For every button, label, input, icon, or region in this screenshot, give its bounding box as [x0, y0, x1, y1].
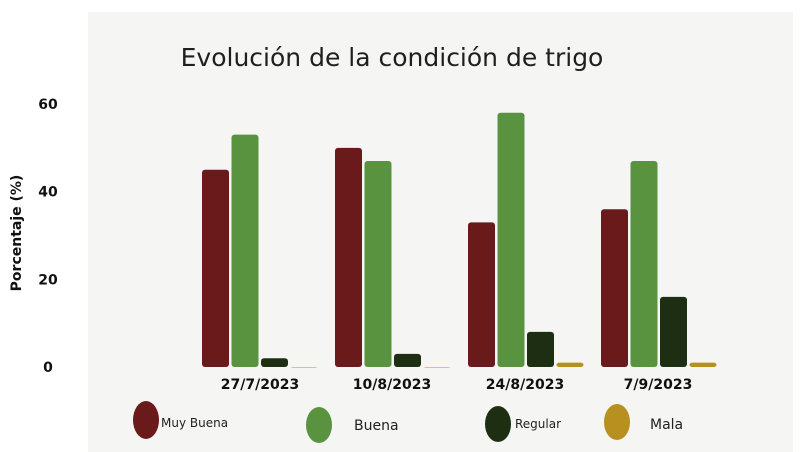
bar [527, 331, 554, 367]
bar [231, 134, 259, 367]
legend-label: Mala [650, 417, 683, 433]
bar [202, 169, 229, 367]
bar [290, 367, 318, 368]
x-category-label: 10/8/2023 [353, 377, 431, 393]
legend-swatch [485, 406, 511, 442]
bar-group [202, 112, 717, 368]
legend-label: Muy Buena [161, 416, 228, 430]
bar [394, 353, 421, 367]
x-category-label: 27/7/2023 [221, 377, 299, 393]
y-tick-label: 60 [38, 97, 58, 113]
bar [689, 362, 717, 367]
bar [630, 160, 658, 367]
legend-swatch [604, 404, 630, 440]
bar [660, 296, 687, 367]
y-tick-label: 40 [38, 185, 58, 201]
bar [335, 147, 362, 367]
x-axis-categories: 27/7/2023 10/8/2023 24/8/2023 7/9/2023 [221, 377, 693, 393]
y-axis-label: Porcentaje (%) [9, 175, 25, 292]
x-category-label: 24/8/2023 [486, 377, 564, 393]
bar [468, 222, 495, 367]
chart-title: Evolución de la condición de trigo [181, 43, 604, 72]
x-category-label: 7/9/2023 [624, 377, 693, 393]
bar [261, 358, 288, 367]
bar [497, 112, 525, 368]
legend-label: Buena [354, 418, 399, 434]
legend-swatch [133, 401, 159, 439]
legend-label: Regular [515, 417, 561, 431]
y-tick-label: 20 [38, 272, 58, 288]
legend-swatch [306, 407, 332, 443]
bar [423, 367, 451, 368]
bar [556, 362, 584, 367]
legend: Muy Buena Buena Regular Mala [133, 401, 683, 443]
bar [601, 209, 628, 367]
bar [364, 160, 392, 367]
y-axis-ticks: 0 20 40 60 [38, 97, 58, 376]
y-tick-label: 0 [43, 360, 53, 376]
